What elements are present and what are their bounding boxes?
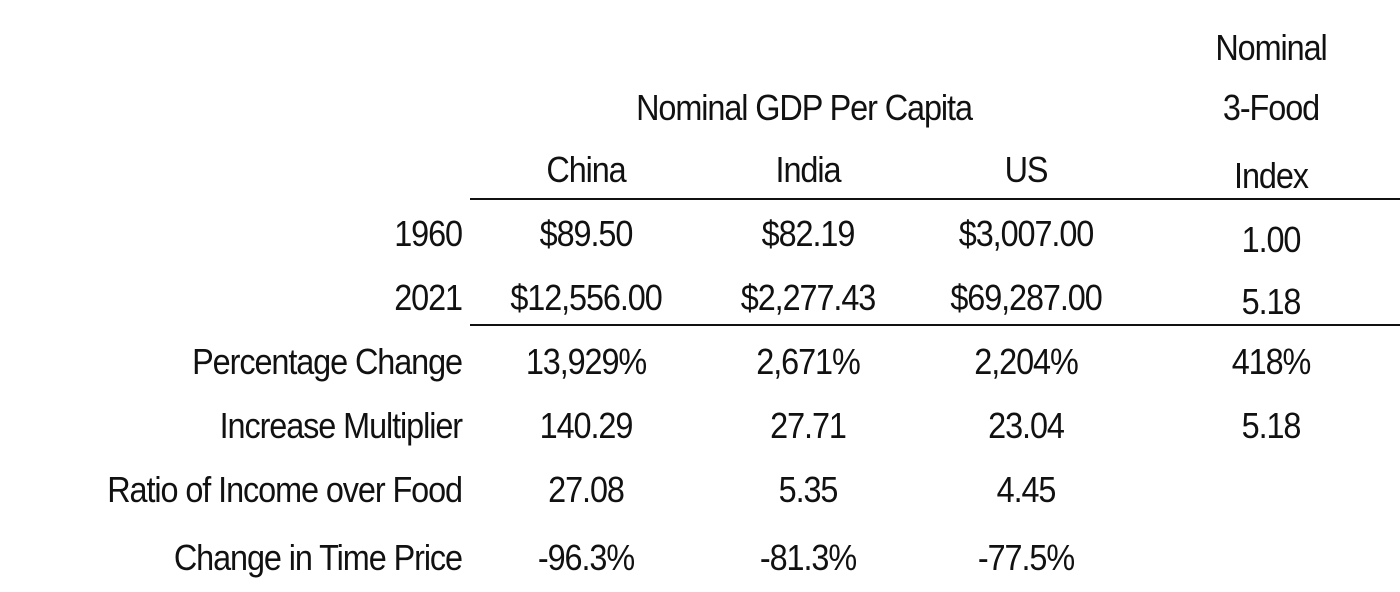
cell-ratio-us: 4.45 bbox=[996, 469, 1057, 510]
row-label-2021: 2021 bbox=[394, 277, 463, 318]
cell-multiplier-food-index: 5.18 bbox=[1241, 405, 1302, 446]
gdp-per-capita-group-title: Nominal GDP Per Capita bbox=[636, 87, 973, 128]
cell-1960-china: $89.50 bbox=[539, 213, 634, 254]
row-label-percentage-change: Percentage Change bbox=[192, 341, 463, 382]
cell-ratio-india: 5.35 bbox=[778, 469, 839, 510]
cell-pct-change-us: 2,204% bbox=[974, 341, 1078, 382]
row-label-ratio-income-food: Ratio of Income over Food bbox=[107, 469, 463, 510]
cell-ratio-china: 27.08 bbox=[548, 469, 625, 510]
food-index-header-line-1: Nominal bbox=[1215, 27, 1327, 68]
cell-2021-china: $12,556.00 bbox=[510, 277, 662, 318]
cell-multiplier-india: 27.71 bbox=[770, 405, 847, 446]
body-divider-line bbox=[470, 324, 1400, 326]
row-label-1960: 1960 bbox=[394, 213, 463, 254]
column-header-us: US bbox=[1004, 149, 1049, 190]
cell-pct-change-food-index: 418% bbox=[1231, 341, 1312, 382]
cell-pct-change-china: 13,929% bbox=[525, 341, 647, 382]
column-header-india: India bbox=[775, 149, 842, 190]
cell-1960-india: $82.19 bbox=[761, 213, 856, 254]
cell-1960-food-index: 1.00 bbox=[1241, 219, 1302, 260]
row-label-change-time-price: Change in Time Price bbox=[173, 537, 463, 578]
cell-multiplier-china: 140.29 bbox=[539, 405, 634, 446]
column-header-china: China bbox=[546, 149, 626, 190]
cell-2021-india: $2,277.43 bbox=[740, 277, 877, 318]
cell-pct-change-india: 2,671% bbox=[756, 341, 860, 382]
cell-multiplier-us: 23.04 bbox=[988, 405, 1065, 446]
food-index-header-line-2: 3-Food bbox=[1222, 87, 1320, 128]
cell-time-price-china: -96.3% bbox=[537, 537, 635, 578]
food-index-header-line-3: Index bbox=[1234, 155, 1309, 196]
row-label-increase-multiplier: Increase Multiplier bbox=[219, 405, 463, 446]
cell-time-price-us: -77.5% bbox=[977, 537, 1075, 578]
header-divider-line bbox=[470, 198, 1400, 200]
cell-time-price-india: -81.3% bbox=[759, 537, 857, 578]
cell-2021-us: $69,287.00 bbox=[950, 277, 1102, 318]
cell-1960-us: $3,007.00 bbox=[958, 213, 1095, 254]
cell-2021-food-index: 5.18 bbox=[1241, 281, 1302, 322]
